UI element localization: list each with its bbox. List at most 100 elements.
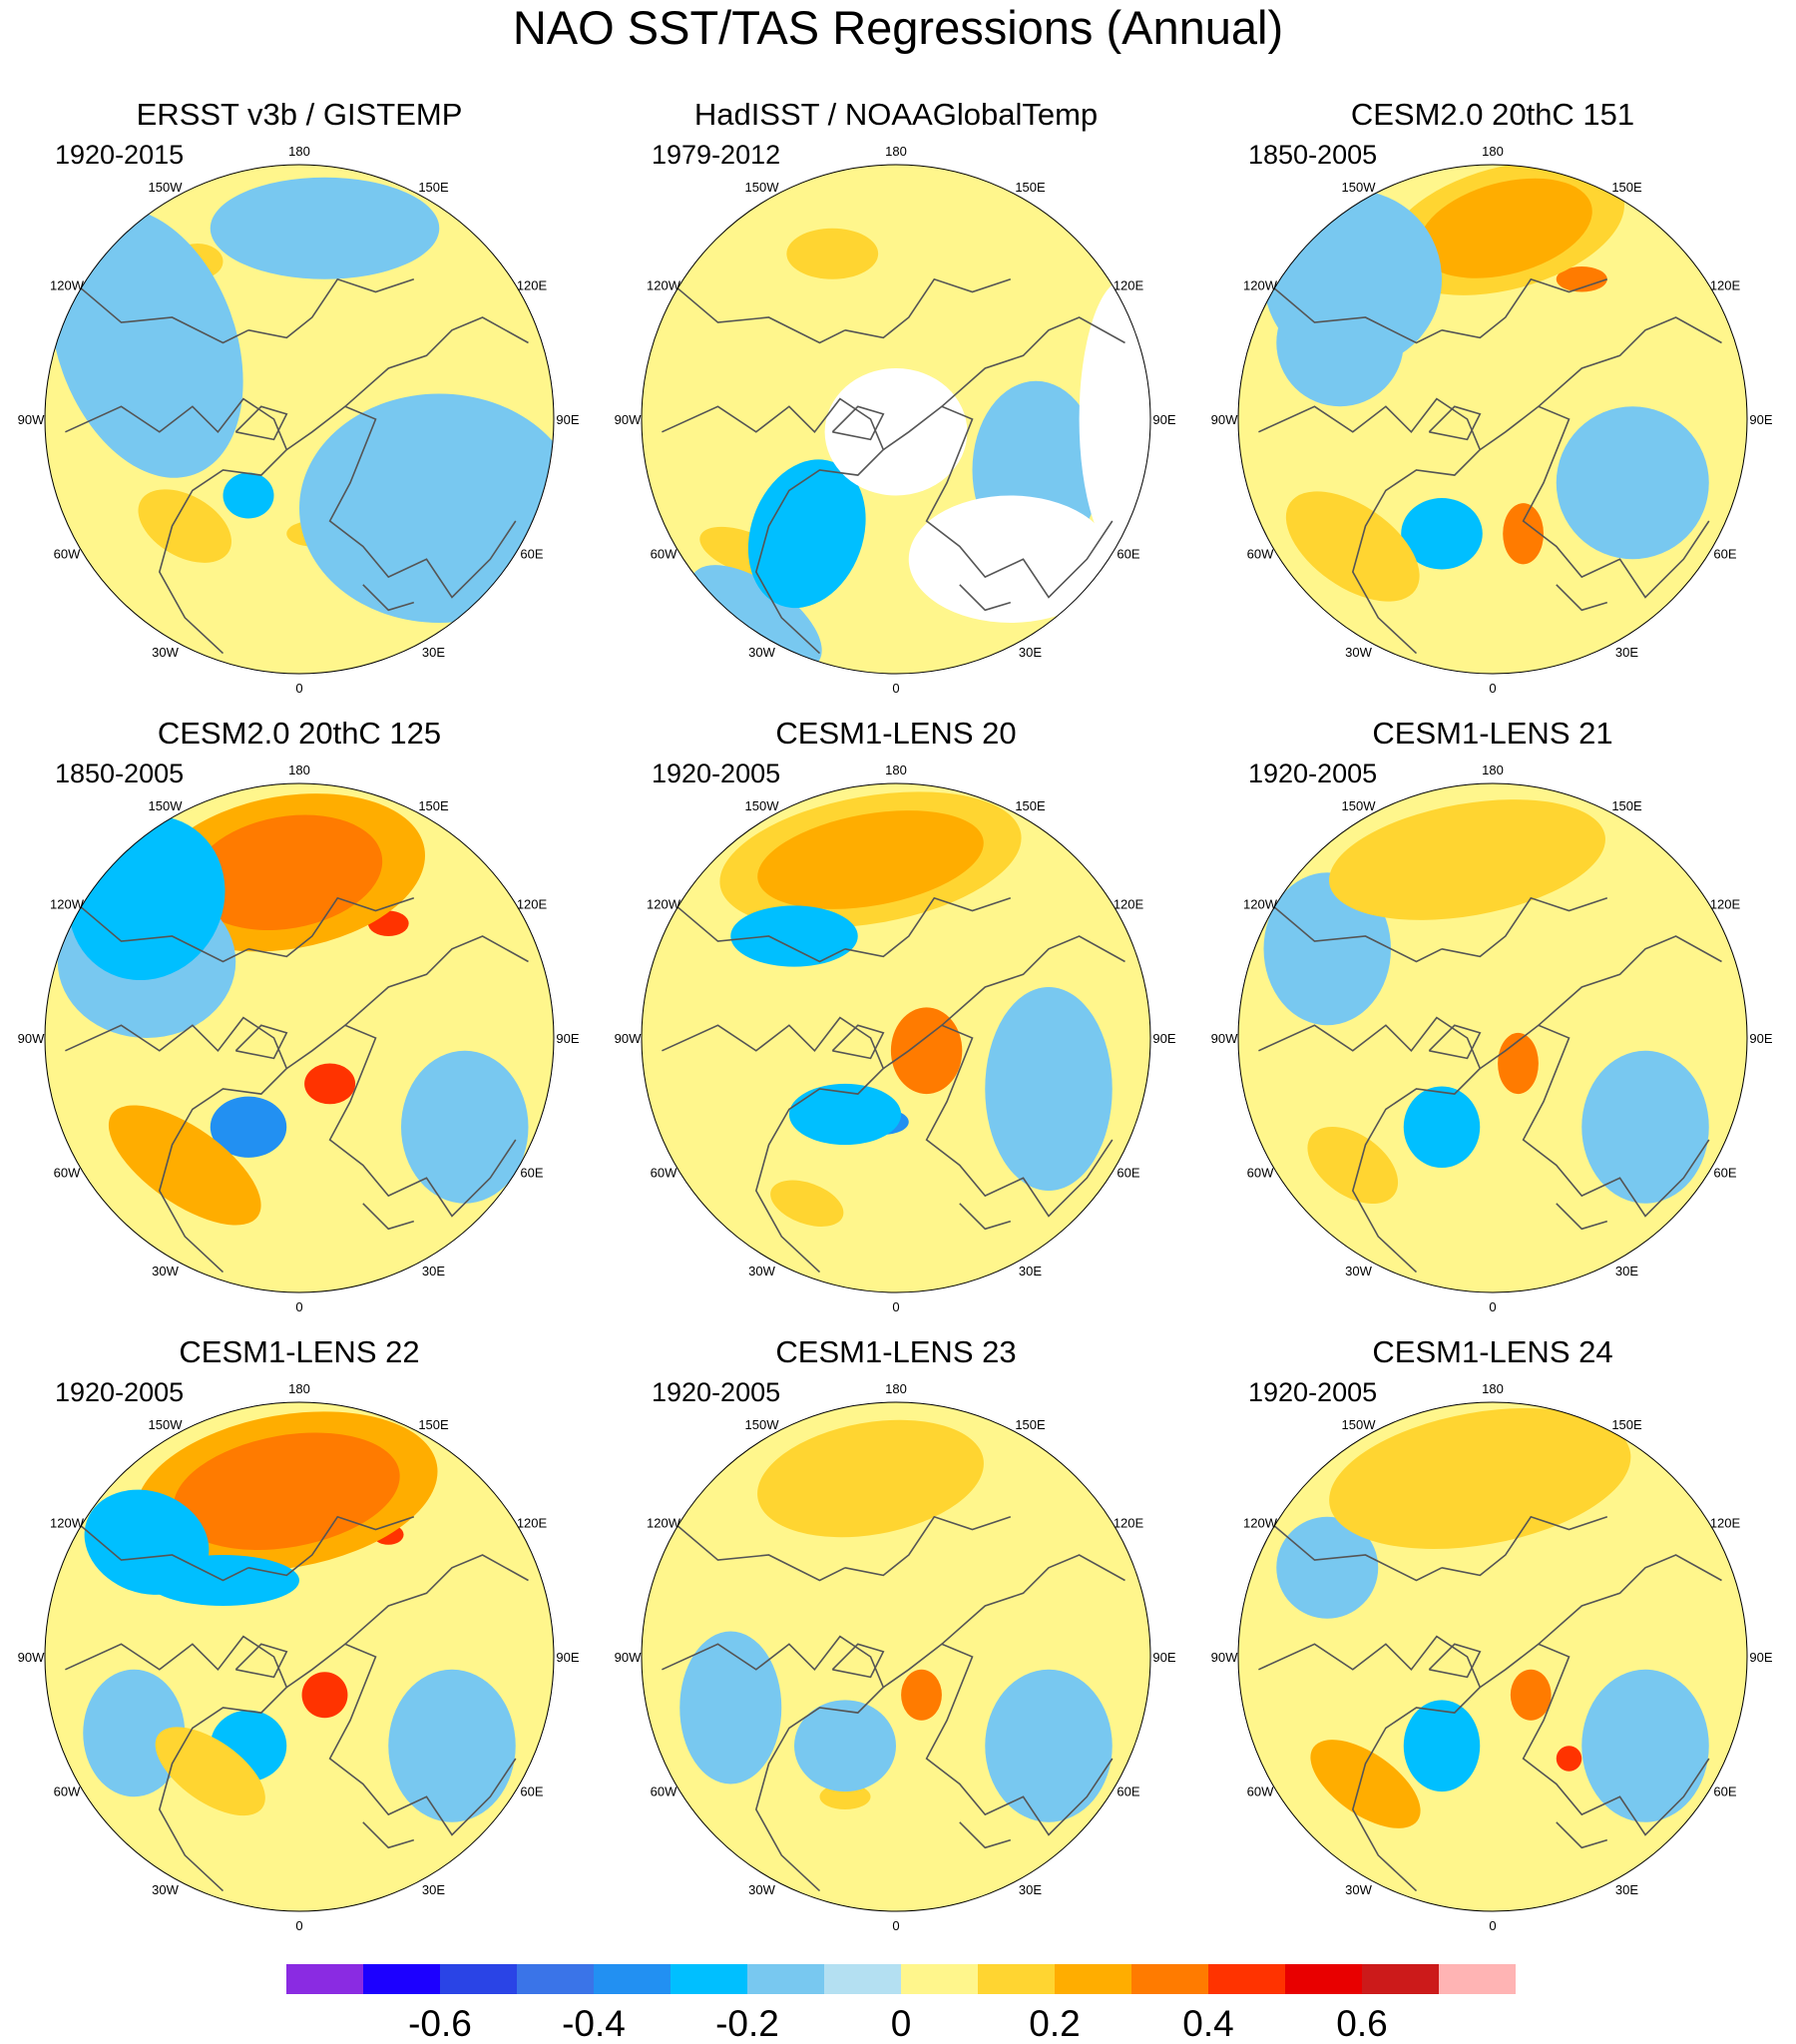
map-frame <box>641 782 1151 1293</box>
longitude-label: 120W <box>50 278 85 293</box>
map-frame <box>1237 164 1748 675</box>
panel-period: 1850-2005 <box>1248 140 1377 170</box>
longitude-label: 150W <box>149 180 184 195</box>
panel-period: 1979-2012 <box>652 140 780 170</box>
longitude-label: 90W <box>615 1031 642 1046</box>
coastline <box>666 897 846 963</box>
panel-grid: ERSST v3b / GISTEMP 1920-2015 180 150E 120E 9… <box>18 97 1773 1933</box>
contour-region <box>1510 1669 1552 1721</box>
longitude-label: 150E <box>418 180 449 195</box>
longitude-label: 60E <box>1713 1785 1736 1799</box>
longitude-label: 180 <box>1482 763 1504 777</box>
coastline <box>1556 1203 1608 1231</box>
contour-region <box>786 228 879 279</box>
colorbar-tick-label: -0.2 <box>715 2003 779 2044</box>
coastline <box>362 1203 415 1231</box>
contour-region <box>819 1784 871 1809</box>
longitude-label: 30E <box>1019 1264 1042 1278</box>
colorbar-swatch <box>440 1964 517 1994</box>
longitude-label: 30E <box>1615 645 1638 660</box>
contour-region <box>401 1050 529 1204</box>
coastline <box>941 1554 1125 1645</box>
coastline <box>941 316 1125 407</box>
contour-region <box>138 489 231 563</box>
longitude-label: 120W <box>647 1516 681 1531</box>
coastline <box>941 935 1125 1026</box>
longitude-label: 90W <box>1211 1031 1238 1046</box>
map-panel: ERSST v3b / GISTEMP 1920-2015 180 150E 120E 9… <box>18 97 580 696</box>
longitude-label: 60E <box>1713 1166 1736 1181</box>
panel-title: HadISST / NOAAGlobalTemp <box>694 97 1098 132</box>
colorbar-swatch <box>1055 1964 1131 1994</box>
coastline <box>69 278 249 344</box>
longitude-label: 90E <box>556 1031 579 1046</box>
longitude-label: 60E <box>1117 547 1139 562</box>
colorbar-tick-label: -0.6 <box>408 2003 472 2044</box>
longitude-label: 120E <box>1710 897 1741 912</box>
contour-region <box>1581 1669 1709 1822</box>
longitude-label: 90E <box>556 412 579 427</box>
longitude-label: 60W <box>651 1785 677 1799</box>
longitude-label: 90E <box>1749 1031 1772 1046</box>
longitude-label: 120E <box>1710 1516 1741 1531</box>
longitude-label: 0 <box>892 681 899 696</box>
colorbar-swatch <box>747 1964 824 1994</box>
coastline <box>1441 896 1608 958</box>
colorbar-swatch <box>363 1964 440 1994</box>
contour-region <box>1329 1408 1631 1549</box>
longitude-label: 150W <box>149 1417 184 1432</box>
panel-period: 1920-2005 <box>1248 759 1377 788</box>
longitude-label: 150E <box>1611 180 1642 195</box>
longitude-label: 120E <box>1114 278 1144 293</box>
longitude-label: 30W <box>1345 1264 1372 1278</box>
coastline <box>666 278 846 344</box>
longitude-label: 150W <box>745 798 780 813</box>
panel-title: CESM1-LENS 20 <box>775 716 1016 751</box>
coastline <box>69 1516 249 1582</box>
coastline <box>844 896 1012 958</box>
coastline <box>844 1515 1012 1577</box>
contour-region <box>1285 491 1420 602</box>
panel-title: CESM2.0 20thC 125 <box>158 716 441 751</box>
map-panel: CESM1-LENS 20 1920-2005 180 150E 120E 90E 60E 3… <box>615 716 1176 1314</box>
longitude-label: 150E <box>418 1417 449 1432</box>
longitude-label: 90E <box>1152 412 1175 427</box>
coastline <box>1428 1024 1482 1060</box>
colorbar-swatch <box>1285 1964 1362 1994</box>
longitude-label: 180 <box>885 763 907 777</box>
longitude-label: 30E <box>422 1264 445 1278</box>
coastline <box>285 1643 517 1836</box>
regression-field <box>642 1402 1150 1911</box>
contour-region <box>1556 1746 1582 1772</box>
contour-region <box>1403 1700 1481 1792</box>
contour-region <box>890 1007 963 1095</box>
longitude-label: 150W <box>745 1417 780 1432</box>
coastline <box>831 1024 885 1060</box>
contour-region <box>1403 1086 1481 1169</box>
longitude-label: 0 <box>892 1299 899 1314</box>
map-frame <box>44 164 555 675</box>
longitude-label: 150W <box>1342 180 1377 195</box>
contour-region <box>1418 178 1592 278</box>
contour-region <box>173 1432 400 1550</box>
contour-region <box>1276 1516 1379 1619</box>
coastline <box>1428 405 1482 441</box>
longitude-label: 0 <box>1489 1918 1496 1933</box>
contour-region <box>1556 266 1607 292</box>
panel-title: CESM1-LENS 21 <box>1372 716 1612 751</box>
longitude-label: 180 <box>1482 1381 1504 1396</box>
longitude-label: 150W <box>1342 1417 1377 1432</box>
map-frame <box>44 782 555 1293</box>
longitude-label: 180 <box>288 763 310 777</box>
longitude-label: 120W <box>647 278 681 293</box>
contour-region <box>50 208 243 478</box>
coastline <box>344 316 529 407</box>
colorbar-swatch <box>517 1964 594 1994</box>
longitude-label: 120W <box>1243 278 1278 293</box>
contour-region <box>770 1180 844 1227</box>
contour-region <box>108 1105 261 1226</box>
longitude-label: 60W <box>1247 1785 1274 1799</box>
coastline <box>1441 1515 1608 1577</box>
contour-region <box>1556 406 1709 560</box>
colorbar-swatch <box>901 1964 978 1994</box>
